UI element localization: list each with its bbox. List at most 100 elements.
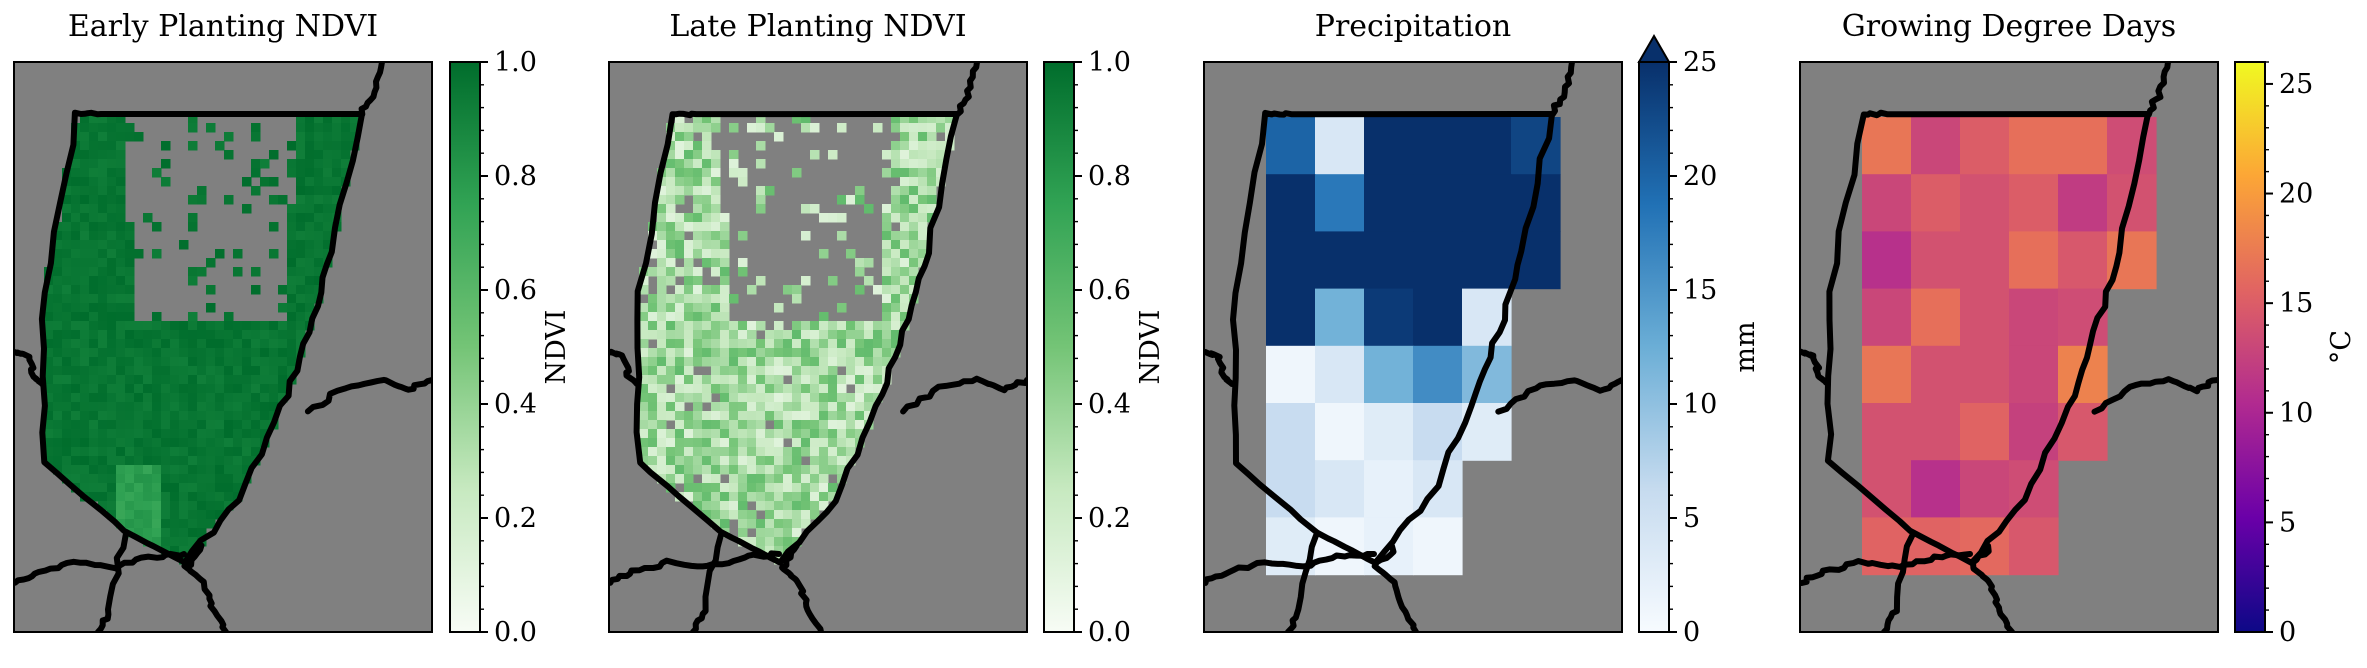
ndvi-pixel	[684, 339, 694, 349]
ndvi-pixel	[756, 123, 766, 133]
ndvi-pixel	[89, 294, 99, 304]
ndvi-pixel	[774, 537, 784, 547]
ndvi-pixel	[89, 222, 99, 232]
ndvi-pixel	[80, 420, 90, 430]
ndvi-pixel	[648, 393, 658, 403]
ndvi-pixel	[80, 303, 90, 313]
ndvi-pixel	[323, 141, 333, 151]
ndvi-pixel	[53, 420, 63, 430]
ndvi-pixel	[116, 276, 126, 286]
ndvi-pixel	[152, 492, 162, 502]
ndvi-pixel	[648, 456, 658, 466]
ndvi-pixel	[62, 438, 72, 448]
ndvi-pixel	[756, 141, 766, 151]
ndvi-pixel	[80, 447, 90, 457]
ndvi-pixel	[720, 375, 730, 385]
ndvi-pixel	[666, 141, 676, 151]
ndvi-pixel	[864, 258, 874, 268]
colorbar-gradient	[450, 62, 480, 632]
ndvi-pixel	[675, 132, 685, 142]
colorbar-tick-label: 0.0	[1088, 617, 1131, 648]
panel-title: Precipitation	[1315, 9, 1511, 44]
ndvi-pixel	[918, 150, 928, 160]
ndvi-pixel	[747, 429, 757, 439]
ndvi-pixel	[143, 447, 153, 457]
ndvi-pixel	[53, 231, 63, 241]
ndvi-pixel	[197, 321, 207, 331]
grid-cell	[2009, 345, 2059, 404]
ndvi-pixel	[197, 438, 207, 448]
ndvi-pixel	[188, 366, 198, 376]
ndvi-pixel	[846, 249, 856, 259]
ndvi-pixel	[792, 438, 802, 448]
ndvi-pixel	[107, 510, 117, 520]
ndvi-pixel	[693, 465, 703, 475]
ndvi-pixel	[711, 483, 721, 493]
ndvi-pixel	[675, 213, 685, 223]
ndvi-pixel	[89, 276, 99, 286]
ndvi-pixel	[882, 330, 892, 340]
ndvi-pixel	[116, 510, 126, 520]
ndvi-pixel	[161, 177, 171, 187]
ndvi-pixel	[765, 474, 775, 484]
ndvi-pixel	[134, 330, 144, 340]
ndvi-pixel	[116, 231, 126, 241]
ndvi-pixel	[242, 339, 252, 349]
ndvi-pixel	[305, 204, 315, 214]
ndvi-pixel	[855, 258, 865, 268]
ndvi-pixel	[738, 420, 748, 430]
ndvi-pixel	[657, 213, 667, 223]
ndvi-pixel	[810, 420, 820, 430]
ndvi-pixel	[188, 384, 198, 394]
ndvi-pixel	[756, 159, 766, 169]
ndvi-pixel	[837, 447, 847, 457]
ndvi-pixel	[314, 123, 324, 133]
ndvi-pixel	[657, 402, 667, 412]
ndvi-pixel	[810, 384, 820, 394]
ndvi-pixel	[71, 249, 81, 259]
ndvi-pixel	[116, 384, 126, 394]
ndvi-pixel	[287, 357, 297, 367]
ndvi-pixel	[747, 537, 757, 547]
ndvi-pixel	[702, 456, 712, 466]
ndvi-pixel	[260, 384, 270, 394]
colorbar-frame	[1043, 61, 1075, 633]
ndvi-pixel	[900, 285, 910, 295]
ndvi-pixel	[179, 537, 189, 547]
ndvi-pixel	[197, 429, 207, 439]
ndvi-pixel	[233, 429, 243, 439]
ndvi-pixel	[684, 384, 694, 394]
ndvi-pixel	[657, 204, 667, 214]
ndvi-pixel	[260, 348, 270, 358]
grid-cell	[2058, 117, 2108, 175]
ndvi-pixel	[792, 528, 802, 538]
ndvi-pixel	[107, 267, 117, 277]
ndvi-pixel	[792, 501, 802, 511]
ndvi-pixel	[242, 420, 252, 430]
ndvi-pixel	[720, 501, 730, 511]
ndvi-pixel	[116, 222, 126, 232]
ndvi-pixel	[125, 357, 135, 367]
ndvi-pixel	[693, 159, 703, 169]
ndvi-pixel	[720, 276, 730, 286]
ndvi-pixel	[197, 456, 207, 466]
ndvi-pixel	[53, 357, 63, 367]
ndvi-pixel	[278, 330, 288, 340]
ndvi-pixel	[702, 384, 712, 394]
ndvi-pixel	[819, 348, 829, 358]
map-content	[1204, 62, 1622, 632]
ndvi-pixel	[98, 420, 108, 430]
ndvi-pixel	[62, 258, 72, 268]
ndvi-pixel	[693, 213, 703, 223]
ndvi-pixel	[71, 303, 81, 313]
ndvi-pixel	[855, 384, 865, 394]
border-line	[1285, 532, 1320, 632]
ndvi-pixel	[80, 312, 90, 322]
ndvi-pixel	[882, 357, 892, 367]
ndvi-pixel	[179, 357, 189, 367]
border-line	[690, 532, 724, 632]
ndvi-pixel	[774, 510, 784, 520]
ndvi-pixel	[918, 204, 928, 214]
ndvi-pixel	[747, 510, 757, 520]
ndvi-pixel	[125, 492, 135, 502]
